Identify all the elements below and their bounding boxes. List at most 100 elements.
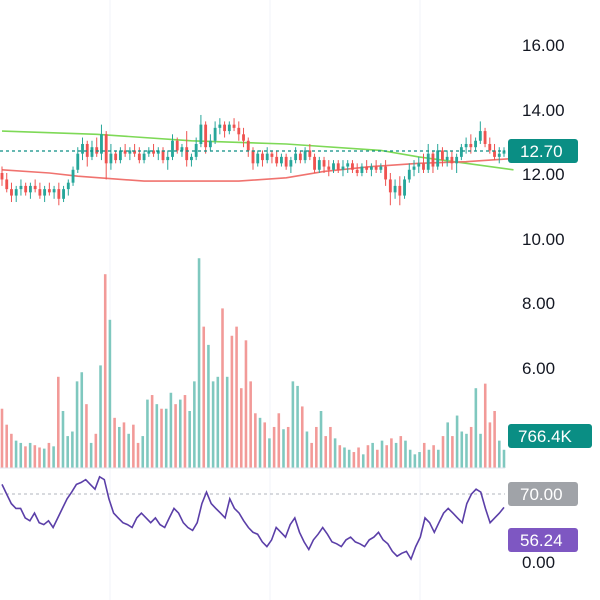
volume-bar	[103, 274, 107, 468]
candle-body	[137, 153, 141, 161]
candle-body	[0, 173, 4, 180]
candle-body	[33, 185, 37, 190]
volume-bar	[193, 381, 196, 468]
candle-body	[294, 153, 298, 161]
candle-body	[190, 156, 193, 161]
candle-body	[256, 153, 260, 164]
rsi-value-tag: 56.24	[508, 528, 578, 552]
candle-body	[261, 153, 264, 161]
volume-bar	[207, 344, 210, 468]
volume-bar	[197, 258, 201, 468]
candle-body	[28, 185, 32, 193]
volume-bar	[474, 388, 478, 468]
volume-bar	[376, 449, 379, 468]
candle-body	[455, 156, 459, 164]
volume-bar	[33, 445, 37, 468]
volume-bar	[296, 385, 299, 468]
volume-bar	[399, 436, 403, 468]
volume-bar	[42, 448, 46, 468]
volume-bar	[408, 449, 412, 468]
candle-body	[351, 163, 354, 170]
volume-bar	[455, 415, 459, 468]
candle-body	[10, 189, 13, 196]
candle-body	[275, 156, 279, 164]
candle-body	[384, 166, 388, 180]
volume-bar	[385, 445, 389, 468]
volume-bar	[150, 395, 154, 468]
volume-bar	[258, 417, 262, 468]
candle-body	[469, 143, 473, 148]
rsi-value-tag-text: 56.24	[520, 531, 563, 550]
volume-bar	[136, 442, 140, 468]
volume-bar	[164, 408, 168, 468]
candle-body	[365, 166, 369, 170]
volume-bar	[66, 436, 69, 468]
volume-bar	[178, 399, 182, 468]
candle-body	[497, 153, 501, 157]
candle-body	[223, 124, 227, 132]
volume-bar	[235, 326, 238, 468]
candle-body	[407, 169, 411, 180]
candle-body	[431, 153, 435, 167]
volume-bar	[169, 392, 173, 468]
volume-bar	[366, 445, 370, 468]
candle-body	[147, 150, 151, 154]
candle-body	[185, 147, 189, 161]
volume-bar	[249, 381, 252, 468]
volume-bar	[160, 408, 163, 468]
candle-body	[289, 160, 293, 167]
moving-averages	[1, 130, 514, 182]
candle-body	[62, 189, 65, 199]
candle-body	[251, 150, 255, 164]
candle-body	[374, 166, 378, 170]
moving-average-line	[1, 157, 514, 182]
candle-body	[417, 163, 421, 167]
candle-body	[227, 124, 231, 132]
volume-bar	[422, 442, 426, 468]
candle-body	[327, 166, 331, 170]
volume-bar	[488, 422, 492, 468]
candle-body	[303, 150, 307, 161]
volume-bar	[80, 372, 84, 468]
candle-body	[38, 189, 42, 196]
price-tick-label: 6.00	[522, 359, 555, 378]
candle-body	[81, 143, 84, 154]
candle-body	[412, 166, 416, 170]
candle-body	[104, 134, 108, 164]
volume-bar	[216, 376, 220, 468]
volume-bar	[52, 446, 55, 468]
candle-body	[426, 153, 430, 170]
rsi-zero-label: 0.00	[522, 553, 555, 572]
volume-bar	[380, 440, 384, 468]
candle-body	[152, 150, 155, 154]
candle-body	[265, 153, 269, 161]
volume-bar	[493, 411, 496, 468]
candle-body	[5, 179, 9, 190]
candle-body	[123, 150, 127, 154]
rsi-value-tag-bg	[508, 528, 578, 552]
volume-bar	[451, 436, 454, 468]
candle-body	[208, 140, 212, 148]
volume-bar	[174, 404, 177, 468]
volume-bar	[371, 442, 374, 468]
price-axis[interactable]: 16.00 14.00 12.00 10.00 8.00 6.00	[522, 36, 565, 378]
volume-bar	[277, 413, 281, 468]
candle-body	[237, 127, 241, 135]
price-tick-label: 8.00	[522, 294, 555, 313]
rsi-level-tag-text: 70.00	[520, 485, 563, 504]
volume-bar	[0, 408, 4, 468]
volume-bar	[357, 447, 360, 468]
candle-body	[336, 163, 340, 170]
volume-bar	[479, 433, 482, 468]
volume-bar	[282, 429, 285, 468]
price-tick-label: 14.00	[522, 101, 565, 120]
last-price-tag: 12.70	[508, 139, 578, 163]
candle-body	[459, 147, 463, 157]
candle-body	[24, 185, 28, 193]
volume-bar	[483, 383, 487, 468]
candle-body	[194, 143, 198, 157]
volume-bar	[319, 411, 323, 468]
candle-body	[213, 127, 217, 141]
volume-bar	[291, 381, 295, 468]
